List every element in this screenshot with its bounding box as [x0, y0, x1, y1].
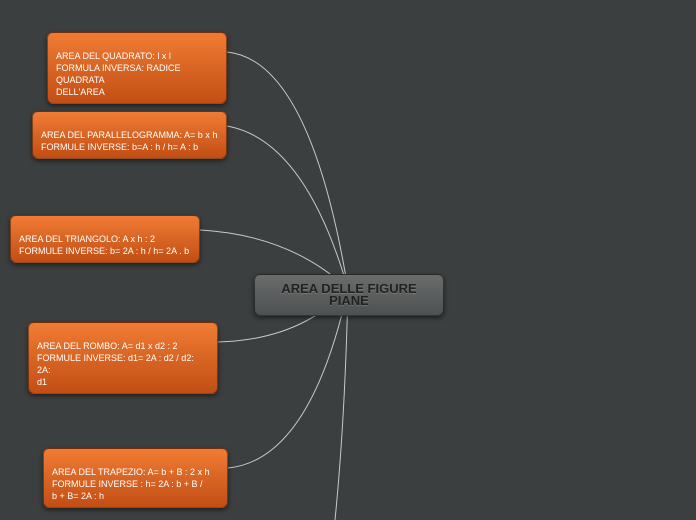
mindmap-canvas: AREA DELLE FIGURE PIANE AREA DEL QUADRAT…	[0, 0, 696, 520]
node-quadrato[interactable]: AREA DEL QUADRATO: l x l FORMULA INVERSA…	[47, 32, 227, 104]
edge-parallelogramma	[227, 126, 348, 289]
node-text: AREA DEL TRIANGOLO: A x h : 2 FORMULE IN…	[19, 234, 189, 256]
edge-extra	[335, 289, 348, 520]
root-label: AREA DELLE FIGURE PIANE	[281, 281, 416, 308]
node-text: AREA DEL QUADRATO: l x l FORMULA INVERSA…	[56, 51, 181, 97]
node-trapezio[interactable]: AREA DEL TRAPEZIO: A= b + B : 2 x h FORM…	[43, 448, 228, 508]
node-parallelogramma[interactable]: AREA DEL PARALLELOGRAMMA: A= b x h FORMU…	[32, 111, 227, 159]
node-triangolo[interactable]: AREA DEL TRIANGOLO: A x h : 2 FORMULE IN…	[10, 215, 200, 263]
node-text: AREA DEL TRAPEZIO: A= b + B : 2 x h FORM…	[52, 467, 210, 501]
node-text: AREA DEL ROMBO: A= d1 x d2 : 2 FORMULE I…	[37, 341, 194, 387]
edge-quadrato	[227, 52, 348, 289]
node-rombo[interactable]: AREA DEL ROMBO: A= d1 x d2 : 2 FORMULE I…	[28, 322, 218, 394]
node-text: AREA DEL PARALLELOGRAMMA: A= b x h FORMU…	[41, 130, 217, 152]
root-node[interactable]: AREA DELLE FIGURE PIANE	[254, 274, 444, 316]
